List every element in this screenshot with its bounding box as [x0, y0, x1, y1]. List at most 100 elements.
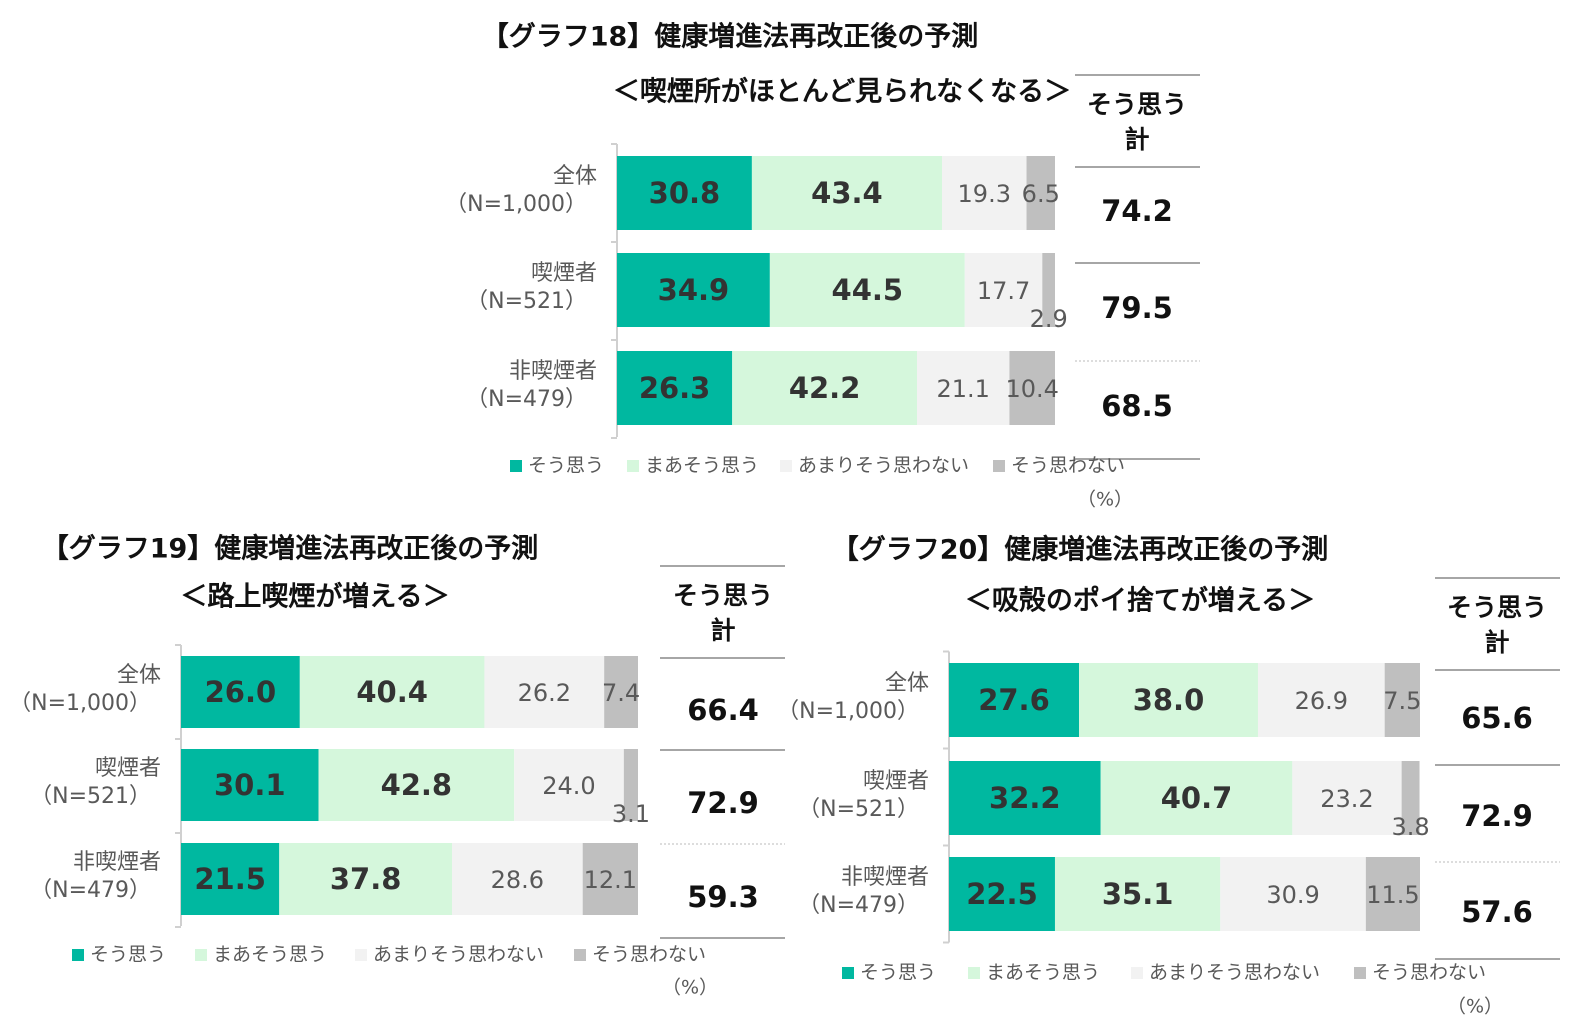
unit-label: （%）: [1077, 489, 1133, 511]
category-label: 全体: [885, 671, 929, 696]
bar-segment: [484, 656, 605, 728]
total-value: 57.6: [1461, 895, 1533, 929]
bar-segment: [181, 843, 280, 915]
unit-label: （%）: [1447, 996, 1503, 1018]
chart-subtitle: ＜路上喫煙が増える＞: [180, 581, 449, 613]
bar-segment: [1009, 351, 1055, 425]
category-note: （N=1,000）: [445, 192, 587, 217]
legend-swatch: [627, 460, 639, 472]
category-note: （N=479）: [466, 387, 587, 412]
value-label: 42.8: [381, 768, 453, 802]
total-value: 68.5: [1101, 389, 1173, 423]
bar-segment: [917, 351, 1010, 425]
legend-label: まあそう思う: [213, 944, 327, 966]
bar-segment: [318, 749, 515, 821]
bar-segment: [1365, 857, 1420, 931]
bar-segment: [964, 253, 1043, 327]
bar-segment: [623, 749, 638, 821]
bar-segment: [1054, 857, 1221, 931]
legend-swatch: [780, 460, 792, 472]
category-label: 全体: [553, 164, 597, 189]
total-value: 72.9: [1461, 799, 1533, 833]
total-header: そう思う: [1447, 593, 1547, 622]
value-label: 30.1: [214, 768, 286, 802]
total-header: 計: [1484, 628, 1509, 657]
total-value: 79.5: [1101, 291, 1173, 325]
value-label: 32.2: [989, 781, 1061, 815]
value-label: 22.5: [966, 877, 1038, 911]
category-note: （N=521）: [798, 797, 919, 822]
category-note: （N=479）: [30, 878, 151, 903]
value-label: 34.9: [658, 273, 730, 307]
value-label: 12.1: [584, 866, 637, 894]
unit-label: （%）: [662, 977, 718, 999]
value-label: 17.7: [977, 277, 1030, 305]
bar-segment: [514, 749, 624, 821]
bar-segment: [751, 156, 942, 230]
bar-segment: [941, 156, 1027, 230]
value-label: 30.9: [1266, 881, 1319, 909]
bar-segment: [1042, 253, 1055, 327]
legend-swatch: [993, 460, 1005, 472]
value-label: 6.5: [1022, 180, 1060, 208]
legend-label: まあそう思う: [645, 455, 759, 477]
legend-label: あまりそう思わない: [373, 944, 544, 966]
chart-title: 【グラフ19】健康増進法再改正後の予測: [42, 533, 539, 565]
total-header: そう思う: [1087, 90, 1187, 119]
value-label: 38.0: [1133, 683, 1205, 717]
value-label: 44.5: [832, 273, 904, 307]
category-note: （N=479）: [798, 893, 919, 918]
legend-label: まあそう思う: [986, 962, 1100, 984]
legend-swatch: [574, 949, 586, 961]
legend-swatch: [968, 967, 980, 979]
bar-segment: [617, 351, 733, 425]
category-label: 喫煙者: [95, 756, 161, 781]
bar-segment: [949, 663, 1079, 737]
value-label: 37.8: [330, 862, 402, 896]
value-label: 40.4: [356, 675, 428, 709]
value-label: 26.3: [639, 371, 711, 405]
bar-segment: [1257, 663, 1385, 737]
bar-segment: [617, 253, 770, 327]
total-header: 計: [1124, 125, 1149, 154]
legend-label: そう思う: [860, 962, 936, 984]
value-label: 28.6: [491, 866, 544, 894]
bar-segment: [1026, 156, 1055, 230]
value-label: 40.7: [1161, 781, 1233, 815]
legend-label: そう思わない: [592, 944, 706, 966]
value-label: 42.2: [789, 371, 861, 405]
legend-label: そう思う: [90, 944, 166, 966]
value-label: 11.5: [1366, 881, 1419, 909]
bar-segment: [949, 857, 1055, 931]
chart-title: 【グラフ18】健康増進法再改正後の予測: [482, 21, 979, 53]
category-note: （N=521）: [466, 289, 587, 314]
value-label: 10.4: [1006, 375, 1059, 403]
value-label: 26.0: [205, 675, 277, 709]
bar-segment: [1384, 663, 1420, 737]
value-label: 19.3: [958, 180, 1011, 208]
total-value: 72.9: [687, 786, 759, 820]
value-label: 30.8: [649, 176, 721, 210]
value-label: 23.2: [1320, 785, 1373, 813]
legend-swatch: [195, 949, 207, 961]
total-header: 計: [710, 616, 735, 645]
total-header: そう思う: [673, 581, 773, 610]
legend-label: そう思わない: [1372, 962, 1486, 984]
legend-label: そう思わない: [1011, 455, 1125, 477]
category-note: （N=521）: [30, 784, 151, 809]
chart-subtitle: ＜喫煙所がほとんど見られなくなる＞: [613, 76, 1071, 108]
category-label: 喫煙者: [863, 769, 929, 794]
category-note: （N=1,000）: [777, 699, 919, 724]
legend-label: あまりそう思わない: [798, 455, 969, 477]
bar-segment: [1292, 761, 1402, 835]
value-label: 24.0: [542, 772, 595, 800]
category-label: 非喫煙者: [841, 865, 929, 890]
category-label: 非喫煙者: [73, 850, 161, 875]
legend-swatch: [1354, 967, 1366, 979]
bar-segment: [617, 156, 752, 230]
category-label: 非喫煙者: [509, 359, 597, 384]
bar-segment: [181, 656, 300, 728]
bar-segment: [1100, 761, 1293, 835]
value-label: 43.4: [811, 176, 883, 210]
